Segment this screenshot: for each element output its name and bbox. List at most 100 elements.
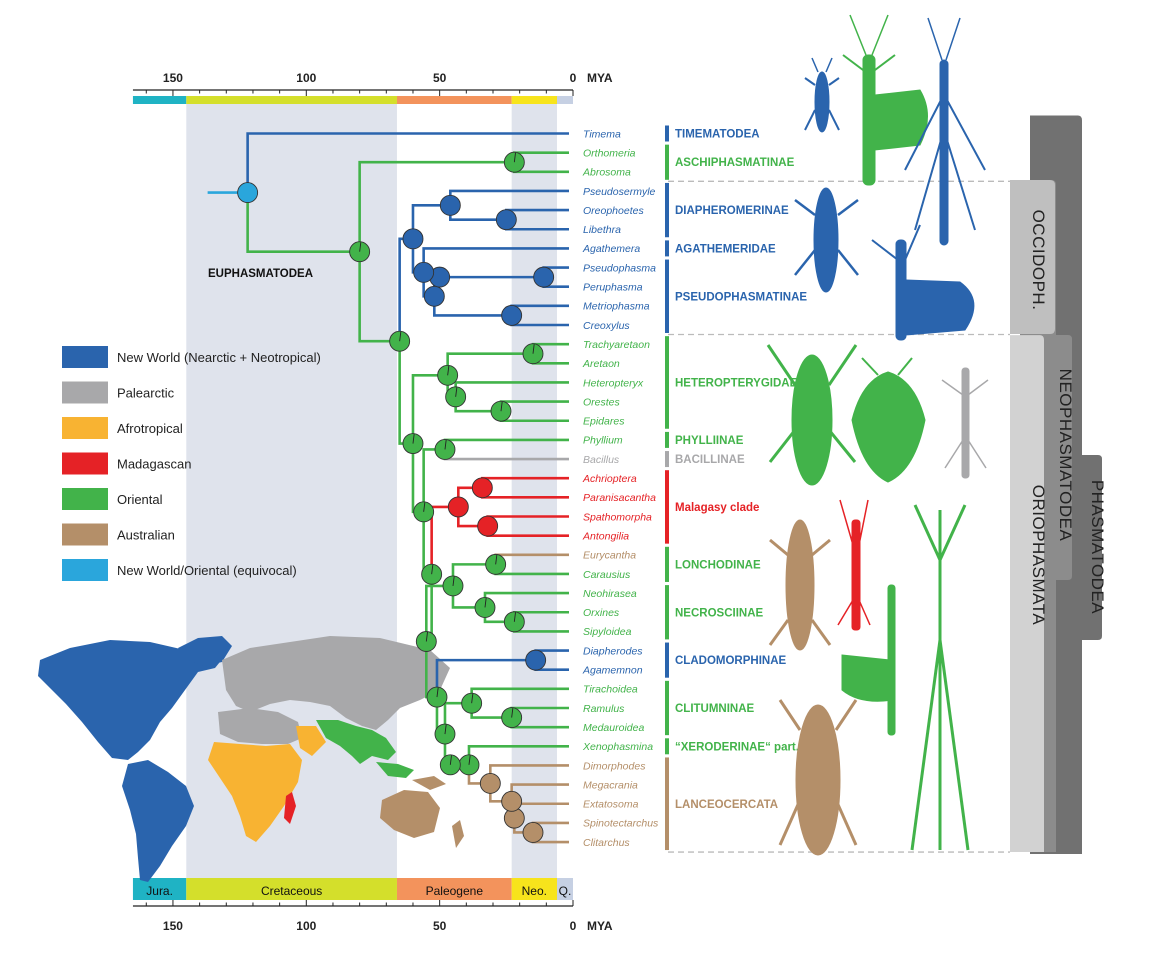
axis-tick-label: 0 bbox=[570, 919, 577, 933]
node-pie-slice bbox=[513, 612, 516, 622]
taxon-label: Xenophasmina bbox=[582, 741, 653, 753]
clade-label: PSEUDOPHASMATINAE bbox=[675, 291, 807, 303]
period-label: Paleogene bbox=[426, 884, 484, 898]
taxon-label: Diapherodes bbox=[583, 645, 643, 657]
clade-label: TIMEMATODEA bbox=[675, 129, 760, 141]
legend-swatch bbox=[62, 381, 108, 404]
map-madagascar bbox=[284, 792, 296, 824]
tree-branch bbox=[358, 160, 515, 252]
node-pie-slice bbox=[484, 597, 487, 608]
node-pie-slice bbox=[532, 344, 535, 354]
clade-label: BACILLINAE bbox=[675, 454, 745, 466]
node-pie-slice bbox=[412, 433, 415, 444]
node-pie-slice bbox=[449, 755, 452, 765]
tree-node bbox=[501, 304, 523, 326]
legend-label: Afrotropical bbox=[117, 421, 183, 436]
taxon-label: Pseudophasma bbox=[583, 262, 656, 274]
tree-node bbox=[413, 261, 435, 283]
map-south-america bbox=[122, 760, 194, 882]
tree-node bbox=[495, 209, 517, 231]
group-label: PHASMATODEA bbox=[1088, 480, 1107, 614]
legend-label: Oriental bbox=[117, 492, 163, 507]
clade-label: CLITUMNINAE bbox=[675, 703, 755, 715]
clade-bar bbox=[665, 336, 669, 429]
node-pie-slice bbox=[436, 687, 439, 698]
map-se-asia-islands bbox=[376, 762, 414, 778]
node-pie-slice bbox=[359, 242, 362, 252]
insect-achrioptera bbox=[837, 499, 871, 631]
tree-branch bbox=[435, 658, 536, 698]
axis-tick-label: 0 bbox=[570, 71, 577, 85]
axis-tick-label: 50 bbox=[433, 919, 447, 933]
insect-extatosoma bbox=[778, 699, 858, 856]
group-bar-oriophasmata bbox=[1010, 335, 1044, 853]
taxon-label: Oreophoetes bbox=[583, 205, 644, 217]
taxon-label: Agathemera bbox=[582, 243, 640, 255]
taxon-label: Trachyaretaon bbox=[583, 339, 650, 351]
legend: New World (Nearctic + Neotropical) Palear… bbox=[62, 346, 321, 581]
legend-label: New World/Oriental (equivocal) bbox=[117, 563, 297, 578]
legend-label: Madagascan bbox=[117, 457, 191, 472]
tree-node bbox=[479, 772, 501, 794]
node-pie-slice bbox=[431, 564, 434, 575]
node-pie-slice bbox=[500, 401, 503, 412]
tree-node bbox=[423, 285, 445, 307]
tree-branch bbox=[246, 192, 360, 254]
world-map bbox=[38, 636, 464, 882]
clade-label: DIAPHEROMERINAE bbox=[675, 205, 789, 217]
period-bar-jura bbox=[132, 96, 187, 104]
map-south-asia bbox=[316, 720, 396, 764]
taxon-label: Timema bbox=[583, 128, 621, 140]
tree-node bbox=[439, 194, 461, 216]
tree-node bbox=[471, 477, 493, 499]
tree-branch bbox=[411, 373, 448, 444]
legend-label: Palearctic bbox=[117, 386, 175, 401]
taxon-label: Aretaon bbox=[582, 358, 620, 370]
taxon-label: Medauroidea bbox=[583, 722, 644, 734]
insect-stick-blue-winged bbox=[871, 224, 975, 341]
insect-phyllium bbox=[851, 357, 926, 483]
axis-tick-label: 50 bbox=[433, 71, 447, 85]
tree-node bbox=[533, 266, 555, 288]
tree-node bbox=[477, 515, 499, 537]
taxon-label: Spathomorpha bbox=[583, 511, 652, 523]
clade-bar bbox=[665, 738, 669, 755]
tree-branch bbox=[433, 296, 512, 317]
insect-orthomeria bbox=[842, 14, 928, 186]
period-bar-q bbox=[556, 96, 573, 104]
tree-node bbox=[237, 182, 259, 204]
taxon-label: Spinotectarchus bbox=[583, 818, 659, 830]
node-pie-slice bbox=[455, 387, 458, 397]
map-north-africa bbox=[218, 708, 302, 744]
map-australia bbox=[380, 790, 440, 838]
node-pie-slice bbox=[513, 152, 516, 163]
clade-label: Malagasy clade bbox=[675, 502, 759, 514]
legend-swatch bbox=[62, 523, 108, 546]
taxon-label: Sipyloidea bbox=[583, 626, 632, 638]
taxon-label: Creoxylus bbox=[583, 320, 630, 332]
group-label: ORIOPHASMATA bbox=[1029, 485, 1048, 626]
axis-tick-label: 100 bbox=[296, 71, 316, 85]
taxon-label: Carausius bbox=[583, 569, 631, 581]
phylogenetic-tree: EUPHASMATODEA bbox=[207, 132, 569, 844]
period-bar-neo bbox=[511, 96, 557, 104]
node-pie-slice bbox=[447, 365, 450, 376]
insect-bacillus bbox=[941, 367, 989, 479]
time-axis-bottom: Jura. Cretaceous Paleogene Neo. Q. 150 100 50 0 M… bbox=[132, 878, 613, 933]
taxon-label: Antongilia bbox=[582, 530, 629, 542]
insect-eurycantha bbox=[768, 519, 832, 651]
taxon-label: Metriophasma bbox=[583, 301, 650, 313]
clade-bar bbox=[665, 757, 669, 851]
node-pie-slice bbox=[471, 693, 474, 704]
clade-label: HETEROPTERYGIDAE bbox=[675, 377, 798, 389]
clade-bar bbox=[665, 642, 669, 678]
period-bar-paleogene bbox=[396, 96, 512, 104]
clade-bar bbox=[665, 680, 669, 736]
legend-swatch bbox=[62, 417, 108, 439]
tree-branch bbox=[246, 132, 569, 193]
axis-unit-label: MYA bbox=[587, 71, 613, 85]
legend-swatch bbox=[62, 559, 108, 581]
taxon-label: Megacrania bbox=[583, 779, 638, 791]
taxon-labels: Timema Orthomeria Abrosoma Pseudosermyle Ore… bbox=[582, 128, 659, 849]
